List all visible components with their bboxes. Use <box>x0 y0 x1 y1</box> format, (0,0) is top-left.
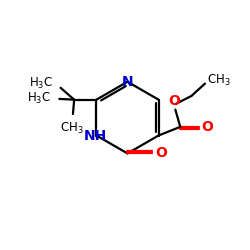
Text: O: O <box>168 94 180 108</box>
Text: CH$_3$: CH$_3$ <box>207 73 231 88</box>
Text: H$_3$C: H$_3$C <box>29 76 53 91</box>
Text: NH: NH <box>84 128 107 142</box>
Text: N: N <box>122 75 133 89</box>
Text: H$_3$C: H$_3$C <box>27 91 52 106</box>
Text: CH$_3$: CH$_3$ <box>60 121 84 136</box>
Text: O: O <box>201 120 213 134</box>
Text: O: O <box>155 146 167 160</box>
